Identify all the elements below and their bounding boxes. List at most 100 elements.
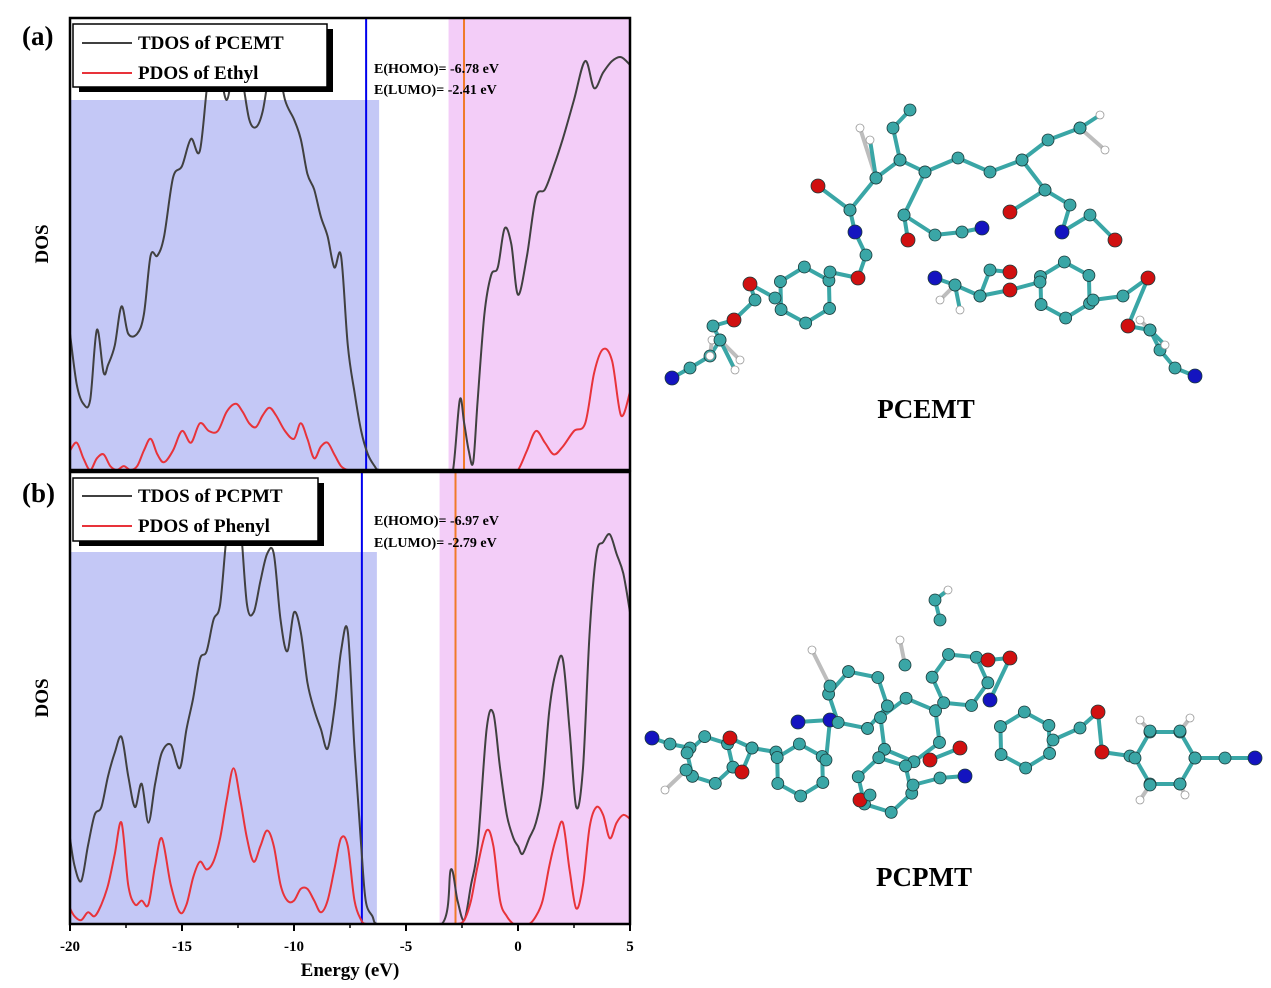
series-line-a-pdos [70, 347, 630, 470]
atom [748, 293, 762, 307]
atom [1135, 315, 1145, 325]
atom [705, 351, 715, 361]
x-tick-label-1: -15 [172, 939, 192, 955]
atom [1143, 778, 1157, 792]
atom [1247, 750, 1263, 766]
series-line-b-pdos [70, 767, 630, 924]
atom [948, 278, 962, 292]
atom [983, 165, 997, 179]
atom [644, 730, 660, 746]
atom [1015, 153, 1029, 167]
homo-energy-label-b: E(HOMO)= -6.97 eV [374, 514, 499, 529]
atom [951, 151, 965, 165]
atom [973, 289, 987, 303]
atom [929, 704, 942, 718]
atom [660, 785, 670, 795]
atom [994, 720, 1007, 733]
molecule-structure-pcemt [664, 103, 1203, 386]
bond [848, 176, 878, 212]
legend-label-pdos-a: PDOS of Ethyl [138, 63, 258, 84]
atom [974, 220, 990, 236]
atom [722, 730, 738, 746]
atom [895, 635, 905, 645]
atom [708, 777, 722, 790]
atom [1188, 751, 1202, 765]
atom [1073, 721, 1087, 735]
atom [899, 759, 912, 773]
atom [706, 319, 720, 333]
atom [1140, 270, 1156, 286]
atom [893, 153, 907, 167]
atom [1046, 733, 1060, 747]
bond [902, 170, 927, 217]
atom [884, 805, 898, 819]
atom [1002, 264, 1018, 280]
y-axis-title-b: DOS [32, 678, 53, 717]
atom [994, 748, 1008, 761]
y-axis-title-a: DOS [32, 224, 53, 263]
x-axis: -20 -15 -10 -5 0 5 [60, 924, 634, 955]
atom [850, 270, 866, 286]
bond [1126, 276, 1150, 328]
atom [842, 665, 855, 678]
x-tick-label-3: -5 [400, 939, 413, 955]
atom [881, 699, 894, 713]
atom [906, 778, 920, 792]
atom [1042, 719, 1056, 732]
atom [792, 737, 806, 751]
x-tick-label-2: -10 [284, 939, 304, 955]
atom [983, 263, 997, 277]
atom [1135, 715, 1145, 725]
atom [1095, 110, 1105, 120]
atom [933, 771, 947, 785]
atom [1173, 724, 1187, 738]
atom [1043, 747, 1056, 760]
atom [969, 650, 983, 664]
molecule-label-pcpmt: PCPMT [876, 862, 972, 892]
atom [1063, 198, 1077, 212]
series-group-a [70, 51, 630, 470]
atom [680, 746, 694, 760]
legend-label-tdos-a: TDOS of PCEMT [138, 33, 284, 54]
lumo-energy-label-b: E(LUMO)= -2.79 eV [374, 536, 497, 551]
atom [981, 676, 995, 690]
atom [1090, 704, 1106, 720]
atom [1143, 724, 1157, 738]
atom [903, 103, 917, 117]
legend-box-a [72, 23, 328, 88]
atom [774, 275, 787, 288]
occupied-region-b [70, 552, 377, 924]
atom [1086, 293, 1100, 307]
atom [955, 305, 965, 315]
atom [831, 716, 845, 729]
atom [869, 171, 883, 185]
atom [823, 302, 836, 315]
atom [980, 652, 996, 668]
atom [683, 361, 697, 375]
atom [933, 736, 946, 749]
series-group-b [70, 501, 630, 924]
x-axis-title: Energy (eV) [301, 960, 400, 981]
atom [861, 722, 874, 735]
atom [810, 178, 826, 194]
atom [1038, 183, 1052, 197]
atom [790, 714, 806, 730]
atom [1218, 751, 1232, 765]
atom [730, 365, 740, 375]
atom [807, 645, 817, 655]
atom [735, 355, 745, 365]
atom [745, 741, 759, 755]
atom [1120, 318, 1136, 334]
dos-panel-b: (b) DOS TDOS of PCPMT PDOS of Phenyl E(H… [22, 470, 632, 926]
atom [1083, 208, 1097, 222]
atom [713, 333, 727, 347]
lumo-energy-label-a: E(LUMO)= -2.41 eV [374, 83, 497, 98]
occupied-region-a [70, 100, 380, 470]
atom [726, 312, 742, 328]
atom [855, 123, 865, 133]
atom [1185, 713, 1195, 723]
atom [899, 691, 913, 705]
atom [799, 316, 813, 330]
atom [816, 776, 830, 789]
